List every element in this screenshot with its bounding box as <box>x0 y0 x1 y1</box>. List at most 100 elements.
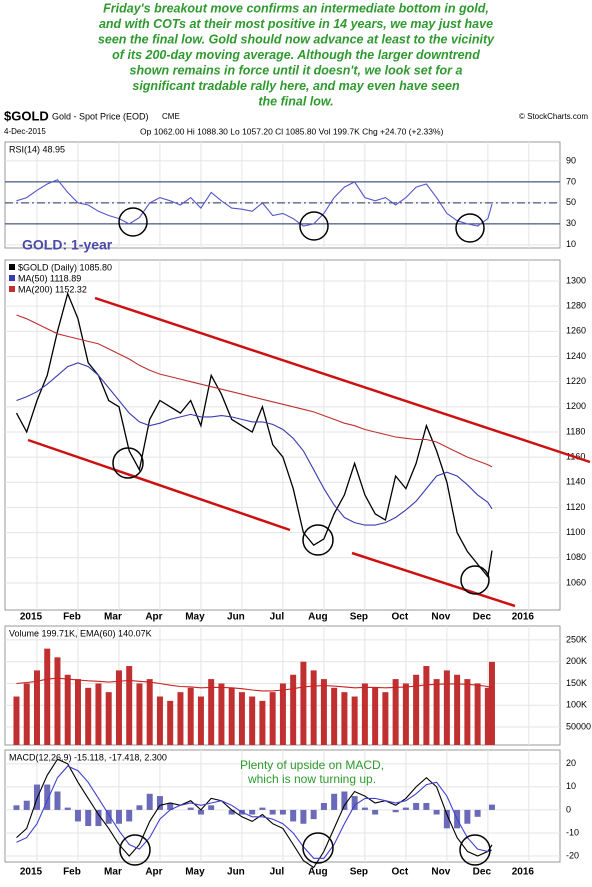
commentary-line: significant tradable rally here, and may… <box>132 79 460 93</box>
y-tick-label: 50000 <box>566 721 591 731</box>
series-line <box>16 179 493 227</box>
bar <box>290 809 297 822</box>
bar <box>443 809 450 829</box>
bar <box>269 692 276 745</box>
y-tick-label: 1280 <box>566 301 586 311</box>
legend-entry: MA(50) 1118.89 <box>18 273 81 283</box>
bar <box>44 648 51 745</box>
bar <box>238 692 245 745</box>
y-tick-label: 1300 <box>566 275 586 285</box>
bar <box>115 809 122 824</box>
y-tick-label: 1240 <box>566 351 586 361</box>
bar <box>443 670 450 745</box>
y-tick-label: 1080 <box>566 552 586 562</box>
bar <box>474 683 481 745</box>
legend-swatch <box>9 264 15 270</box>
bar <box>33 670 40 745</box>
bar <box>23 800 30 810</box>
circle <box>455 213 485 243</box>
series-line <box>16 677 493 692</box>
y-tick-label: 30 <box>566 218 576 228</box>
bar <box>341 791 348 810</box>
y-tick-label: 1260 <box>566 326 586 336</box>
x-tick-label: 2015 <box>20 867 43 878</box>
symbol: $GOLD <box>4 108 49 123</box>
y-tick-label: 10 <box>566 781 576 791</box>
y-tick-label: 50 <box>566 197 576 207</box>
bar <box>146 793 153 810</box>
bar <box>279 683 286 745</box>
x-tick-label: Oct <box>392 867 409 878</box>
x-tick-label: Feb <box>63 867 81 878</box>
bar <box>13 805 20 810</box>
bar <box>64 674 71 745</box>
x-tick-label: Sep <box>350 867 368 878</box>
y-tick-label: 20 <box>566 758 576 768</box>
bar <box>54 791 61 810</box>
bar <box>249 809 256 815</box>
legend-entry: $GOLD (Daily) 1085.80 <box>18 262 112 272</box>
x-tick-label: Oct <box>392 612 409 623</box>
y-tick-label: 0 <box>566 804 571 814</box>
bar <box>249 696 256 745</box>
x-tick-label: Mar <box>104 867 122 878</box>
y-tick-label: 1220 <box>566 376 586 386</box>
bar <box>167 803 174 810</box>
bar <box>64 807 71 810</box>
x-tick-label: Dec <box>473 867 492 878</box>
commentary-line: shown remains in force until it doesn't,… <box>130 63 463 77</box>
bar <box>74 809 81 822</box>
commentary: Friday's breakout move confirms an inter… <box>98 1 495 108</box>
bar <box>372 687 379 745</box>
y-tick-label: 90 <box>566 155 576 165</box>
y-tick-label: 200K <box>566 656 587 666</box>
date: 4-Dec-2015 <box>4 127 46 136</box>
series-line <box>16 758 493 869</box>
y-tick-label: 150K <box>566 678 587 688</box>
bar <box>290 674 297 745</box>
x-tick-label: Apr <box>145 867 162 878</box>
bar <box>208 679 215 745</box>
bar <box>474 809 481 817</box>
bar <box>156 796 163 810</box>
x-tick-label: Aug <box>308 867 327 878</box>
panels: 10 30 50 70 90 RSI(14) 48.95 1060 1080 1100 1120 1… <box>4 141 591 878</box>
bar <box>413 803 420 810</box>
bar <box>464 679 471 745</box>
x-tick-label: Nov <box>431 867 450 878</box>
x-tick-label: Nov <box>431 612 450 623</box>
bar <box>136 805 143 810</box>
bar <box>351 696 358 745</box>
bar <box>259 700 266 745</box>
commentary-line: the final low. <box>258 94 333 108</box>
x-tick-label: Mar <box>104 612 122 623</box>
bar <box>392 679 399 745</box>
x-tick-label: Jul <box>270 612 285 623</box>
legend-text: Volume 199.71K, EMA(60) 140.07K <box>9 628 152 638</box>
bar <box>156 696 163 745</box>
bar <box>464 809 471 824</box>
exchange: CME <box>162 112 180 121</box>
bar <box>310 809 317 820</box>
instrument-name: Gold - Spot Price (EOD) <box>52 111 149 121</box>
bar <box>279 809 286 815</box>
bar <box>341 692 348 745</box>
bar <box>197 696 204 745</box>
bar <box>187 807 194 810</box>
bar <box>177 692 184 745</box>
y-tick-label: 1060 <box>566 577 586 587</box>
bar <box>208 805 215 810</box>
circle <box>302 832 334 864</box>
bar <box>23 683 30 745</box>
bar <box>44 784 51 810</box>
y-tick-label: 1100 <box>566 527 585 537</box>
bar <box>361 683 368 745</box>
bar <box>310 670 317 745</box>
legend-text: MACD(12,26,9) -15.118, -17.418, 2.300 <box>9 752 167 762</box>
bar <box>372 809 379 815</box>
bar <box>218 683 225 745</box>
bar <box>228 687 235 745</box>
x-tick-label: 2016 <box>512 612 535 623</box>
bar <box>331 793 338 810</box>
y-tick-label: 100K <box>566 700 587 710</box>
